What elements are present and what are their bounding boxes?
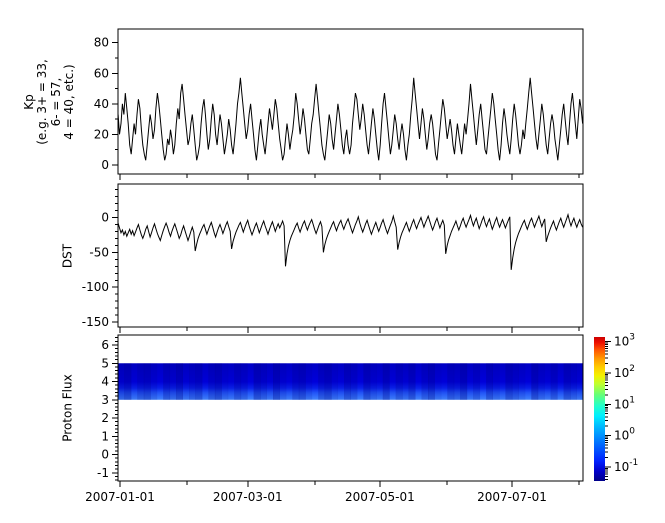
tick-label: 4 <box>101 375 109 389</box>
colorbar-tick-label: 100 <box>614 427 635 443</box>
tick-label: -100 <box>82 280 109 294</box>
tick-label: -50 <box>89 245 109 259</box>
tick-label: 40 <box>94 97 109 111</box>
tick-label: -1 <box>97 466 109 480</box>
colorbar-ticks <box>605 341 611 480</box>
tick-label: 80 <box>94 36 109 50</box>
tick-label: 2 <box>101 411 109 425</box>
dst-series <box>117 212 584 270</box>
x-axis-date-labels: 2007-01-01 2007-03-01 2007-05-01 2007-07-01 <box>85 490 547 504</box>
tick-labels: 0 20 40 60 80 0 -50 -100 -150 6 5 4 3 2 1 0 -1 <box>82 36 109 480</box>
tick-label: 2007-05-01 <box>345 490 415 504</box>
tick-label: 2007-07-01 <box>477 490 547 504</box>
tick-label: 6 <box>101 338 109 352</box>
proton-flux-band <box>118 363 584 400</box>
colorbar-tick-label: 102 <box>614 364 635 380</box>
tick-label: 2007-01-01 <box>85 490 155 504</box>
tick-label: 3 <box>101 393 109 407</box>
tick-label: 60 <box>94 66 109 80</box>
colorbar-tick-label: 10-1 <box>614 458 638 474</box>
colorbar-tick-label: 103 <box>614 333 635 349</box>
colorbar-tick-label: 101 <box>614 395 635 411</box>
tick-label: 0 <box>101 448 109 462</box>
tick-label: 20 <box>94 127 109 141</box>
kp-series <box>117 77 584 161</box>
tick-label: 5 <box>101 356 109 370</box>
tick-label: 0 <box>101 210 109 224</box>
tick-label: 2007-03-01 <box>213 490 283 504</box>
axes <box>112 28 584 487</box>
colorbar: 103 102 101 100 10-1 <box>594 333 638 481</box>
tick-label: 0 <box>101 158 109 172</box>
tick-label: 1 <box>101 429 109 443</box>
tick-label: -150 <box>82 315 109 329</box>
